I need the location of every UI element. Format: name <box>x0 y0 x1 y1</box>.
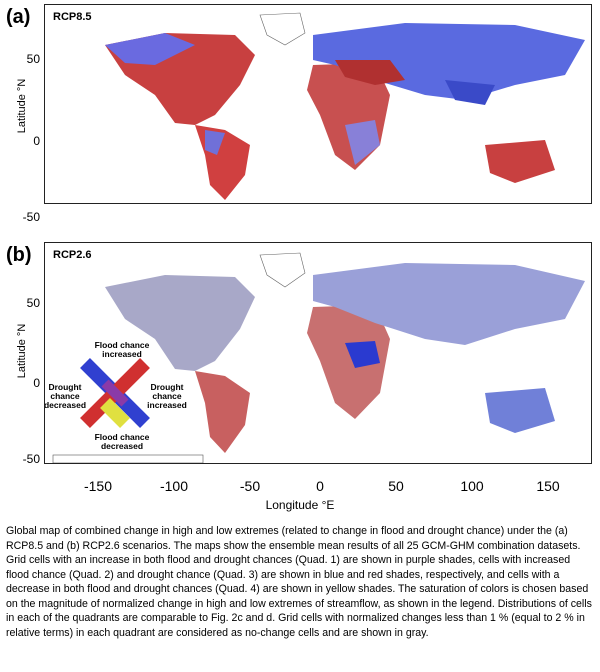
panel-b-letter: (b) <box>6 244 32 266</box>
ytick-a-neg50: -50 <box>22 210 40 224</box>
map-rcp26: RCP2.6 Flood chance increased Flood chan… <box>44 242 592 464</box>
ytick-a-0: 0 <box>33 134 40 148</box>
scenario-label-b: RCP2.6 <box>53 249 92 261</box>
continents-b <box>105 252 585 453</box>
legend-top-label: Flood chance increased <box>94 340 150 359</box>
xtick-neg150: -150 <box>83 478 113 494</box>
continents-a <box>105 12 585 200</box>
xtick-100: 100 <box>460 478 484 494</box>
world-map-a <box>105 12 585 200</box>
figure-caption: Global map of combined change in high an… <box>6 525 592 639</box>
world-map-b <box>52 252 585 463</box>
flood-drought-legend <box>80 358 150 428</box>
xtick-neg100: -100 <box>159 478 189 494</box>
legend-right-label: Drought chance increased <box>147 382 187 410</box>
panel-a-letter: (a) <box>6 6 31 28</box>
legend-left-label: Drought chance decreased <box>44 382 87 410</box>
xtick-neg50: -50 <box>239 478 261 494</box>
legend-bottom-label: Flood chance decreased <box>94 432 150 451</box>
scalebar <box>52 454 204 463</box>
ytick-b-50: 50 <box>26 296 40 310</box>
scenario-label-a: RCP8.5 <box>53 11 92 23</box>
ytick-b-0: 0 <box>33 376 40 390</box>
xtick-50: 50 <box>388 478 404 494</box>
ytick-a-50: 50 <box>26 52 40 66</box>
xlabel: Longitude °E <box>265 498 335 512</box>
xtick-0: 0 <box>316 478 324 494</box>
map-rcp85: RCP8.5 <box>44 4 592 204</box>
ytick-b-neg50: -50 <box>22 452 40 466</box>
xtick-150: 150 <box>536 478 560 494</box>
